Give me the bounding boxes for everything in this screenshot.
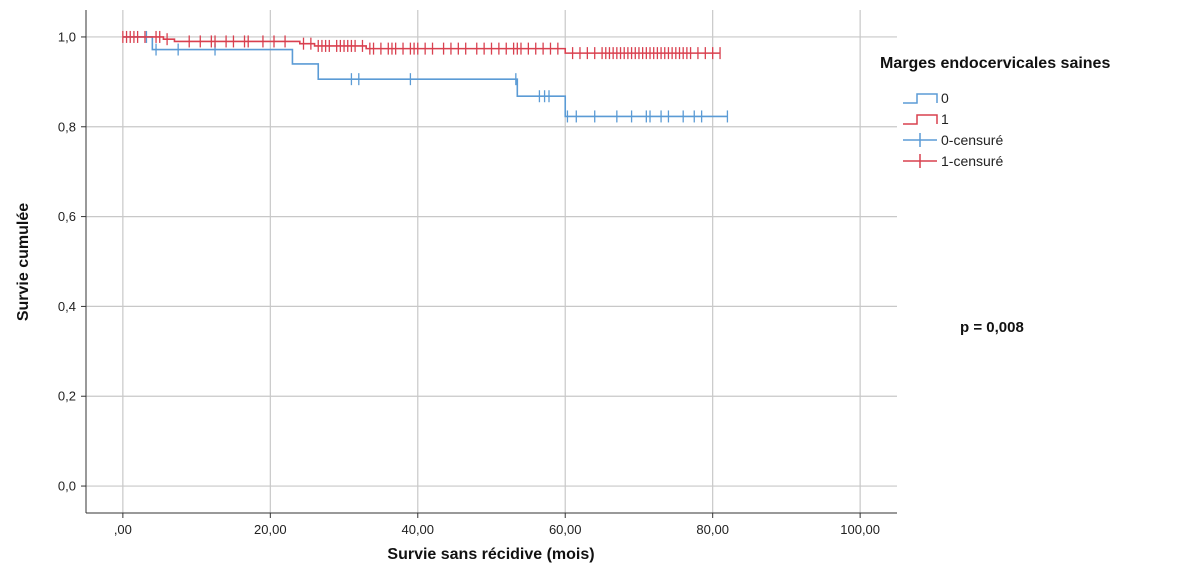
- legend-item-2: 0-censuré: [903, 132, 1003, 148]
- y-tick-label-2: 0,4: [58, 299, 76, 314]
- y-tick-label-0: 0,0: [58, 479, 76, 494]
- legend-swatch-1: [903, 114, 938, 125]
- legend-label-3: 1-censuré: [941, 153, 1003, 169]
- x-tick-label-2: 40,00: [401, 522, 434, 537]
- y-tick-label-5: 1,0: [58, 29, 76, 44]
- y-tick-label-4: 0,8: [58, 119, 76, 134]
- legend-title: Marges endocervicales saines: [880, 55, 1110, 72]
- grid-lines: [86, 10, 897, 513]
- legend-label-2: 0-censuré: [941, 132, 1003, 148]
- legend-label-0: 0: [941, 90, 949, 106]
- legend-item-0: 0: [903, 90, 949, 106]
- axes: ,00 20,00 40,00 60,00 80,00 100,00 0,0 0,2 0,4 0,…: [58, 10, 897, 537]
- x-tick-label-0: ,00: [114, 522, 132, 537]
- series-0-line: [122, 36, 728, 118]
- y-axis-title: Survie cumulée: [15, 203, 32, 321]
- legend: Marges endocervicales saines 0 1 0-censuré…: [880, 55, 1110, 169]
- series-layer: [122, 30, 729, 123]
- legend-item-1: 1: [903, 111, 949, 127]
- x-tick-label-4: 80,00: [696, 522, 729, 537]
- legend-swatch-0: [903, 93, 938, 104]
- p-value-annotation: p = 0,008: [960, 319, 1024, 336]
- x-axis-title: Survie sans récidive (mois): [387, 546, 594, 563]
- x-tick-label-3: 60,00: [549, 522, 582, 537]
- x-tick-label-5: 100,00: [840, 522, 880, 537]
- x-tick-label-1: 20,00: [254, 522, 287, 537]
- series-1-line: [122, 36, 721, 54]
- y-tick-label-1: 0,2: [58, 389, 76, 404]
- legend-item-3: 1-censuré: [903, 153, 1003, 169]
- y-tick-label-3: 0,6: [58, 209, 76, 224]
- legend-label-1: 1: [941, 111, 949, 127]
